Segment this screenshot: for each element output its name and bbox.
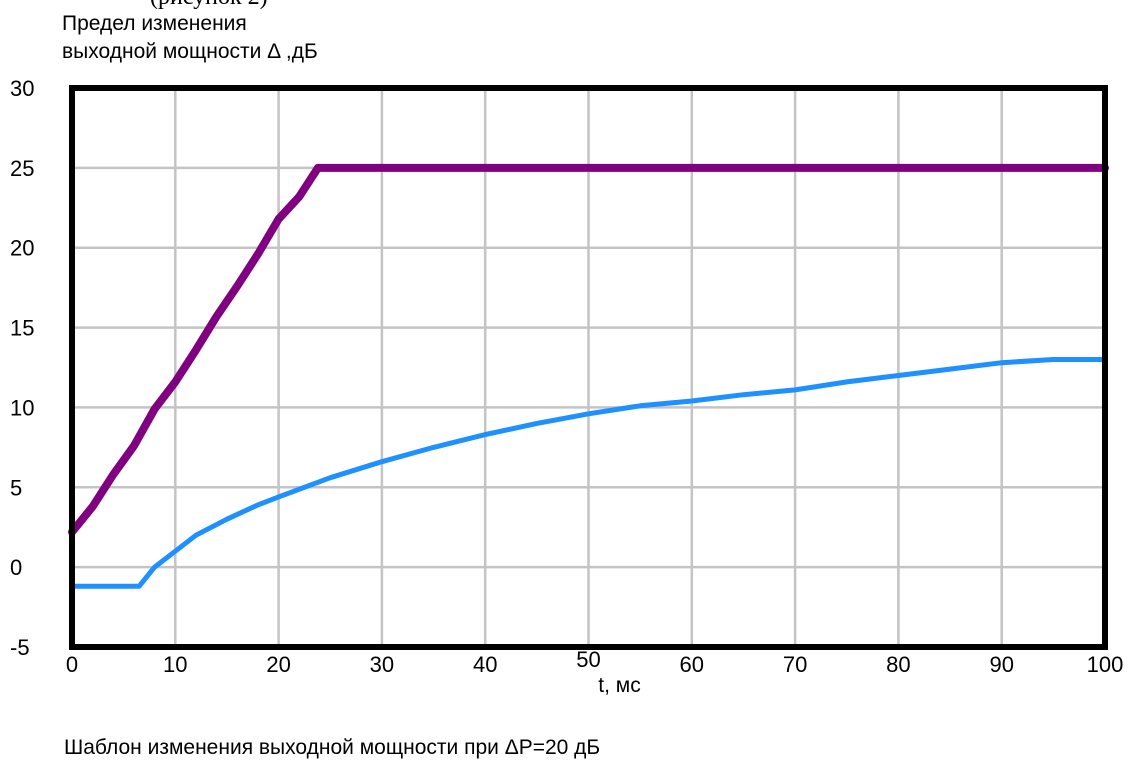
x-tick-label: 30: [370, 652, 394, 677]
x-tick-label: 70: [783, 652, 807, 677]
x-tick-label: 90: [989, 652, 1013, 677]
y-tick-label: 10: [10, 395, 34, 420]
series-line-1: [68, 163, 1109, 536]
x-tick-label: 20: [266, 652, 290, 677]
x-tick-label: 50: [576, 647, 600, 672]
y-axis-label: Предел изменения выходной мощности Δ ,дБ: [62, 10, 318, 66]
y-tick-label: 0: [10, 555, 22, 580]
plot-frame: [69, 85, 1108, 650]
x-tick-label: 60: [680, 652, 704, 677]
x-tick-label: 80: [886, 652, 910, 677]
clipped-heading-fragment: (рисунок 2): [150, 0, 268, 11]
y-tick-label: 5: [10, 475, 22, 500]
x-tick-label: 0: [66, 652, 78, 677]
chart-caption: Шаблон изменения выходной мощности при Δ…: [64, 736, 601, 759]
y-tick-label: -5: [10, 635, 30, 660]
x-axis-label: t, мс: [598, 674, 640, 697]
y-tick-label: 20: [10, 236, 34, 261]
y-axis-label-line-2: выходной мощности Δ ,дБ: [62, 40, 318, 63]
x-tick-label: 40: [473, 652, 497, 677]
series-line-2: [69, 357, 1108, 589]
y-tick-label: 15: [10, 316, 34, 341]
x-tick-label: 10: [163, 652, 187, 677]
y-tick-label: 30: [10, 76, 34, 101]
series-lines: [68, 163, 1109, 589]
y-tick-label: 25: [10, 156, 34, 181]
y-axis-label-line-1: Предел изменения: [62, 12, 247, 35]
x-tick-label: 100: [1087, 652, 1124, 677]
